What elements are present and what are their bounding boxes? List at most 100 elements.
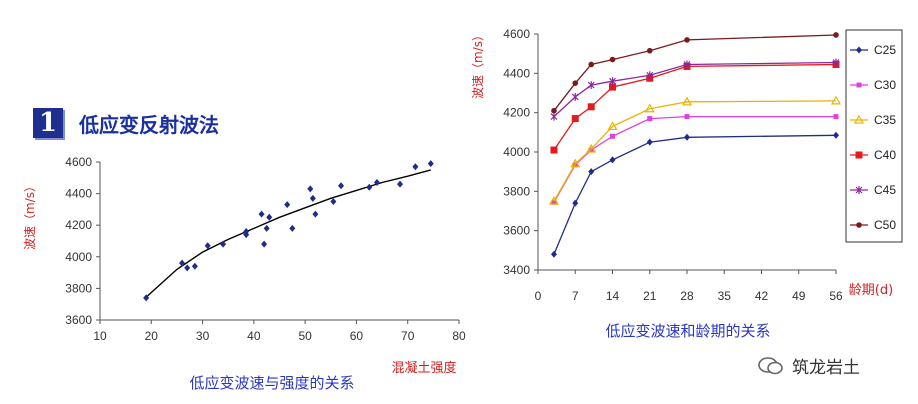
left-chart-xtick-label: 20 bbox=[145, 329, 159, 343]
series-point-c30 bbox=[588, 147, 594, 153]
right-chart-ytick-label: 4000 bbox=[503, 145, 530, 159]
left-chart-point bbox=[261, 240, 268, 248]
series-point-c40 bbox=[587, 103, 595, 111]
right-chart-xtick-label: 0 bbox=[535, 289, 542, 303]
section-number-badge: 1 bbox=[33, 108, 63, 138]
series-point-c35 bbox=[607, 121, 618, 131]
series-point-c45 bbox=[609, 77, 616, 86]
series-point-c45 bbox=[832, 58, 840, 67]
series-point-c35 bbox=[830, 95, 842, 105]
left-chart-point bbox=[412, 163, 419, 171]
series-point-c50 bbox=[833, 32, 839, 38]
right-chart-xtick-label: 28 bbox=[680, 289, 694, 303]
series-point-c25 bbox=[588, 168, 595, 176]
left-chart-point bbox=[309, 194, 316, 202]
left-chart-xtick-label: 60 bbox=[350, 329, 364, 343]
left-chart-ytick-label: 4400 bbox=[65, 187, 92, 201]
left-chart-point bbox=[184, 264, 191, 272]
left-chart-ytick-label: 3600 bbox=[65, 313, 92, 327]
series-point-c40 bbox=[550, 146, 558, 154]
series-point-c30 bbox=[551, 199, 557, 205]
left-chart-point bbox=[263, 224, 270, 232]
section-heading: 1 低应变反射波法 bbox=[33, 108, 219, 138]
left-chart-point bbox=[191, 262, 198, 270]
series-point-c35 bbox=[644, 103, 655, 113]
right-chart-caption: 低应变波速和龄期的关系 bbox=[605, 322, 770, 340]
left-chart-xtick-label: 80 bbox=[452, 329, 466, 343]
section-title: 低应变反射波法 bbox=[79, 112, 219, 137]
series-line-c25 bbox=[553, 134, 837, 255]
left-chart-point bbox=[307, 185, 314, 193]
right-chart-xlabel: 龄期(d) bbox=[849, 283, 893, 298]
left-chart-point bbox=[258, 210, 265, 218]
right-chart-ytick-label: 3400 bbox=[503, 263, 530, 277]
series-point-c45 bbox=[550, 112, 558, 121]
right-chart-ytick-label: 4600 bbox=[503, 27, 530, 41]
series-point-c50 bbox=[609, 56, 616, 63]
legend-label: C35 bbox=[874, 113, 896, 127]
right-chart-legend bbox=[845, 29, 903, 243]
left-chart-ytick-label: 3800 bbox=[65, 281, 92, 295]
series-point-c45 bbox=[683, 60, 691, 69]
legend-swatch-marker bbox=[855, 151, 863, 159]
legend-label: C30 bbox=[874, 78, 896, 92]
wechat-icon bbox=[758, 356, 784, 376]
left-chart-point bbox=[143, 294, 150, 302]
right-chart-ylabel: 波速（m/s） bbox=[471, 29, 485, 99]
left-chart-point bbox=[312, 210, 319, 218]
series-line-c50 bbox=[553, 34, 837, 112]
left-chart-ytick-label: 4200 bbox=[65, 218, 92, 232]
legend-label: C25 bbox=[874, 43, 896, 57]
right-chart-xtick-label: 14 bbox=[606, 289, 620, 303]
series-point-c50 bbox=[551, 107, 557, 114]
series-point-c25 bbox=[550, 250, 557, 258]
series-point-c25 bbox=[572, 199, 579, 207]
left-chart-point bbox=[397, 180, 404, 188]
watermark: 筑龙岩土 bbox=[758, 353, 860, 378]
legend-swatch-marker bbox=[856, 222, 862, 228]
legend-swatch-marker bbox=[853, 114, 865, 124]
left-chart-point bbox=[366, 183, 373, 191]
right-chart-xtick-label: 35 bbox=[718, 289, 732, 303]
right-chart-xtick-label: 7 bbox=[572, 289, 579, 303]
series-point-c50 bbox=[684, 37, 690, 43]
left-chart-xtick-label: 70 bbox=[401, 329, 415, 343]
series-line-c30 bbox=[553, 115, 836, 203]
left-chart-point bbox=[266, 213, 273, 221]
series-point-c25 bbox=[833, 131, 839, 139]
watermark-text: 筑龙岩土 bbox=[792, 358, 860, 378]
series-point-c35 bbox=[586, 143, 597, 153]
right-chart-ytick-label: 3600 bbox=[503, 224, 530, 238]
series-point-c30 bbox=[610, 133, 615, 139]
series-point-c25 bbox=[609, 156, 616, 164]
series-point-c45 bbox=[571, 92, 579, 101]
series-point-c50 bbox=[588, 61, 595, 68]
left-chart-xtick-label: 50 bbox=[298, 329, 312, 343]
left-chart-point bbox=[330, 198, 337, 205]
left-chart-xtick-label: 40 bbox=[247, 329, 261, 343]
series-point-c35 bbox=[548, 195, 559, 205]
legend-label: C40 bbox=[874, 148, 896, 162]
series-point-c30 bbox=[647, 116, 653, 122]
left-chart-xtick-label: 30 bbox=[196, 329, 210, 343]
right-chart-xtick-label: 56 bbox=[829, 289, 843, 303]
series-point-c30 bbox=[684, 114, 690, 120]
series-point-c40 bbox=[609, 83, 616, 91]
left-chart-caption: 低应变波速与强度的关系 bbox=[189, 374, 354, 392]
left-chart-xlabel: 混凝土强度 bbox=[391, 360, 456, 376]
series-point-c25 bbox=[684, 133, 690, 141]
series-line-c35 bbox=[553, 100, 837, 202]
right-chart-ytick-label: 3800 bbox=[503, 184, 530, 198]
legend-swatch-marker bbox=[856, 82, 862, 88]
right-chart-ytick-label: 4400 bbox=[503, 66, 530, 80]
legend-label: C45 bbox=[874, 183, 896, 197]
left-chart-point bbox=[373, 179, 380, 187]
series-point-c45 bbox=[646, 71, 654, 80]
left-chart-trendline bbox=[145, 169, 431, 298]
left-chart-point bbox=[284, 201, 291, 209]
left-chart-xtick-label: 10 bbox=[93, 329, 107, 343]
right-chart-xtick-label: 42 bbox=[755, 289, 769, 303]
series-point-c25 bbox=[646, 138, 653, 146]
left-chart-point bbox=[179, 259, 186, 267]
